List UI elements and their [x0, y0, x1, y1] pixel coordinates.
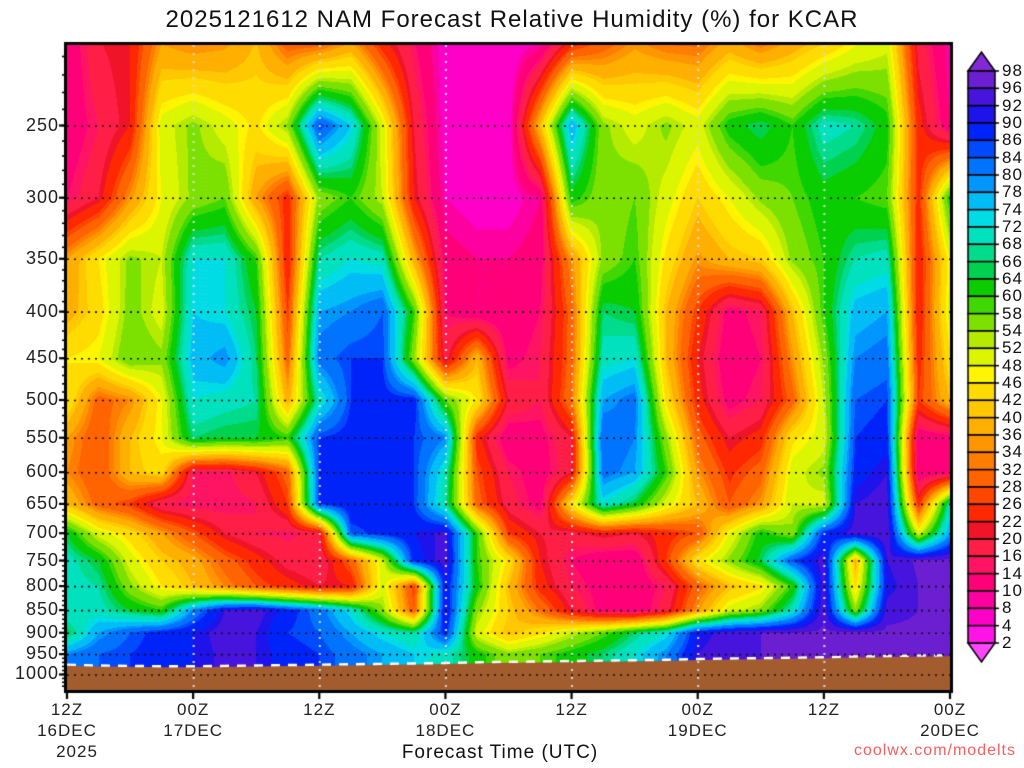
colorbar-label: 4	[1002, 615, 1013, 635]
colorbar-label: 32	[1002, 459, 1023, 479]
x-axis-label: Forecast Time (UTC)	[401, 742, 599, 763]
colorbar-label: 8	[1002, 598, 1013, 618]
colorbar-label: 80	[1002, 165, 1023, 184]
x-tick-label: 00Z	[681, 700, 714, 719]
colorbar-label: 10	[1002, 581, 1023, 600]
colorbar-label: 78	[1002, 182, 1023, 202]
colorbar-label: 42	[1002, 390, 1023, 410]
colorbar-label: 28	[1002, 477, 1023, 496]
colorbar-label: 74	[1002, 199, 1023, 219]
colorbar-label: 22	[1002, 511, 1023, 531]
y-tick-label: 600	[25, 461, 59, 482]
colorbar-label: 64	[1002, 269, 1023, 288]
colorbar-label: 58	[1002, 303, 1023, 323]
colorbar-label: 66	[1002, 251, 1023, 271]
colorbar-label: 46	[1002, 373, 1023, 392]
x-tick-date: 19DEC	[667, 721, 728, 740]
x-tick-label: 12Z	[50, 700, 84, 719]
colorbar-label: 36	[1002, 425, 1023, 444]
y-tick-label: 550	[25, 426, 59, 447]
y-tick-label: 350	[25, 247, 59, 268]
x-tick-date: 18DEC	[415, 721, 476, 740]
x-tick-label: 00Z	[429, 700, 462, 719]
y-tick-label: 900	[25, 621, 59, 642]
y-tick-label: 800	[25, 575, 59, 596]
colorbar-label: 20	[1002, 529, 1023, 548]
y-tick-label: 950	[25, 643, 59, 664]
colorbar-label: 54	[1002, 321, 1023, 340]
x-tick-label: 12Z	[555, 700, 588, 719]
colorbar-label: 98	[1002, 61, 1023, 80]
x-tick-year: 2025	[56, 742, 98, 761]
y-tick-label: 450	[25, 347, 59, 368]
y-tick-label: 650	[25, 492, 59, 513]
colorbar-label: 48	[1002, 355, 1023, 375]
y-tick-label: 300	[25, 186, 59, 207]
x-tick-label: 00Z	[933, 700, 967, 719]
x-tick-label: 12Z	[807, 700, 840, 719]
watermark-text: coolwx.com/modelts	[853, 742, 1016, 759]
x-tick-date: 20DEC	[920, 721, 980, 740]
colorbar-label: 60	[1002, 286, 1023, 306]
colorbar-label: 86	[1002, 130, 1023, 150]
colorbar-label: 84	[1002, 147, 1023, 167]
x-tick-label: 12Z	[303, 700, 336, 719]
y-tick-label: 500	[25, 388, 59, 409]
y-tick-label: 1000	[14, 663, 59, 684]
colorbar-label: 34	[1002, 442, 1023, 462]
y-tick-label: 250	[25, 114, 59, 135]
colorbar-label: 96	[1002, 78, 1023, 98]
colorbar-label: 14	[1002, 563, 1023, 583]
x-tick-label: 00Z	[176, 700, 210, 719]
colorbar-label: 16	[1002, 546, 1023, 566]
x-tick-date: 16DEC	[37, 721, 97, 740]
y-tick-label: 700	[25, 522, 59, 543]
colorbar-label: 2	[1002, 633, 1013, 652]
colorbar-label: 68	[1002, 234, 1023, 254]
y-tick-label: 850	[25, 599, 59, 620]
colorbar-label: 72	[1002, 217, 1023, 236]
colorbar-label: 52	[1002, 338, 1023, 358]
colorbar-label: 40	[1002, 407, 1023, 427]
x-tick-date: 17DEC	[163, 721, 224, 740]
y-tick-label: 400	[25, 300, 59, 321]
colorbar-label: 92	[1002, 95, 1023, 115]
y-tick-label: 750	[25, 549, 59, 570]
colorbar-label: 90	[1002, 113, 1023, 132]
colorbar-label: 26	[1002, 494, 1023, 514]
